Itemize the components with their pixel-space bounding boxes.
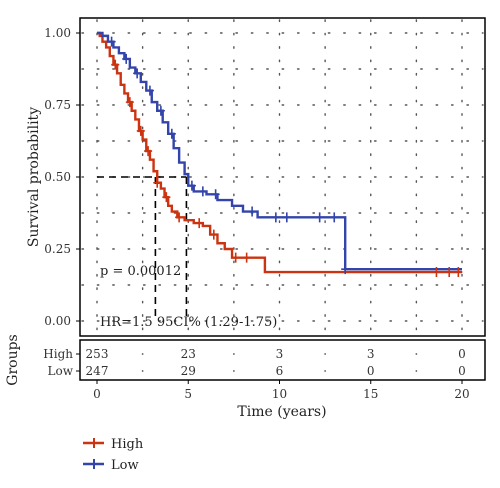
risk-grid-dot (324, 353, 327, 355)
censor-mark-low (282, 212, 291, 223)
censor-mark-low (145, 85, 154, 96)
risk-grid-dot (141, 370, 144, 372)
risk-row-label-low: Low (48, 364, 74, 378)
y-tick-label: 0.75 (44, 98, 71, 112)
grid-lines (81, 19, 484, 335)
risk-count: 23 (181, 347, 196, 361)
censor-mark-low (156, 105, 165, 116)
censor-mark-high (209, 229, 218, 240)
legend-label-low: Low (111, 458, 139, 473)
x-axis-ticks: 0 5 10 15 20 (93, 380, 470, 401)
censor-mark-high (432, 267, 441, 278)
legend: High Low (83, 437, 144, 473)
risk-table-rows: High 253 23 3 3 0 Low 247 29 6 0 0 (43, 347, 466, 378)
y-tick-label: 0.00 (44, 314, 71, 328)
risk-grid-dot (324, 370, 327, 372)
risk-table-title: Groups (5, 334, 21, 385)
median-reference-lines (97, 176, 188, 321)
censor-mark-low (248, 206, 257, 217)
censor-mark-high (136, 125, 145, 136)
censor-mark-high (162, 192, 171, 203)
y-axis-ticks: 0.00 0.25 0.50 0.75 1.00 (44, 26, 80, 328)
y-axis-title: Survival probability (26, 107, 42, 247)
censor-mark-low (187, 180, 196, 191)
risk-count: 0 (458, 347, 466, 361)
x-tick-label: 5 (184, 387, 192, 401)
censor-mark-high (242, 252, 251, 263)
x-tick-label: 0 (93, 387, 101, 401)
risk-grid-dot (141, 353, 144, 355)
hr-annotation: HR=1.5 95CI% (1.29-1.75) (100, 315, 277, 330)
censor-mark-high (231, 252, 240, 263)
risk-grid-dot (232, 353, 235, 355)
censor-mark-high (175, 212, 184, 223)
censor-mark-low (341, 264, 350, 275)
censor-mark-low (198, 186, 207, 197)
censor-mark-low (211, 189, 220, 200)
censor-mark-high (454, 267, 463, 278)
legend-marker-low (89, 459, 99, 469)
censor-mark-high (144, 146, 153, 157)
y-tick-label: 0.50 (44, 170, 71, 184)
censor-mark-low (122, 53, 131, 64)
legend-label-high: High (111, 437, 144, 452)
censor-marks (107, 36, 463, 278)
censor-mark-high (125, 97, 134, 108)
censor-mark-low (107, 36, 116, 47)
legend-marker-high (89, 438, 99, 448)
censor-mark-low (133, 68, 142, 79)
risk-count: 29 (181, 364, 196, 378)
x-axis-title: Time (years) (237, 404, 326, 420)
censor-mark-low (167, 128, 176, 139)
censor-mark-high (445, 267, 454, 278)
risk-count: 0 (367, 364, 375, 378)
risk-count: 247 (86, 364, 109, 378)
x-tick-label: 15 (363, 387, 378, 401)
risk-count: 6 (276, 364, 284, 378)
censor-mark-low (315, 212, 324, 223)
survival-plot-panel: 0.00 0.25 0.50 0.75 1.00 p = 0.00012 HR=1.5 … (26, 17, 486, 337)
risk-table-frame (79, 339, 486, 381)
x-tick-label: 20 (454, 387, 469, 401)
risk-row-label-high: High (43, 347, 73, 361)
x-tick-label: 10 (272, 387, 287, 401)
y-tick-label: 1.00 (44, 26, 71, 40)
censor-mark-high (195, 218, 204, 229)
risk-grid-dot (415, 370, 418, 372)
risk-count: 3 (367, 347, 375, 361)
censor-mark-high (111, 59, 120, 70)
censor-mark-low (330, 212, 339, 223)
risk-count: 3 (276, 347, 284, 361)
risk-grid-dot (415, 353, 418, 355)
censor-mark-high (153, 177, 162, 188)
risk-count: 253 (86, 347, 109, 361)
risk-count: 0 (458, 364, 466, 378)
survival-curve-low (97, 31, 462, 271)
pvalue-annotation: p = 0.00012 (100, 264, 181, 279)
risk-grid-dot (232, 370, 235, 372)
censor-mark-low (271, 212, 280, 223)
y-tick-label: 0.25 (44, 242, 71, 256)
